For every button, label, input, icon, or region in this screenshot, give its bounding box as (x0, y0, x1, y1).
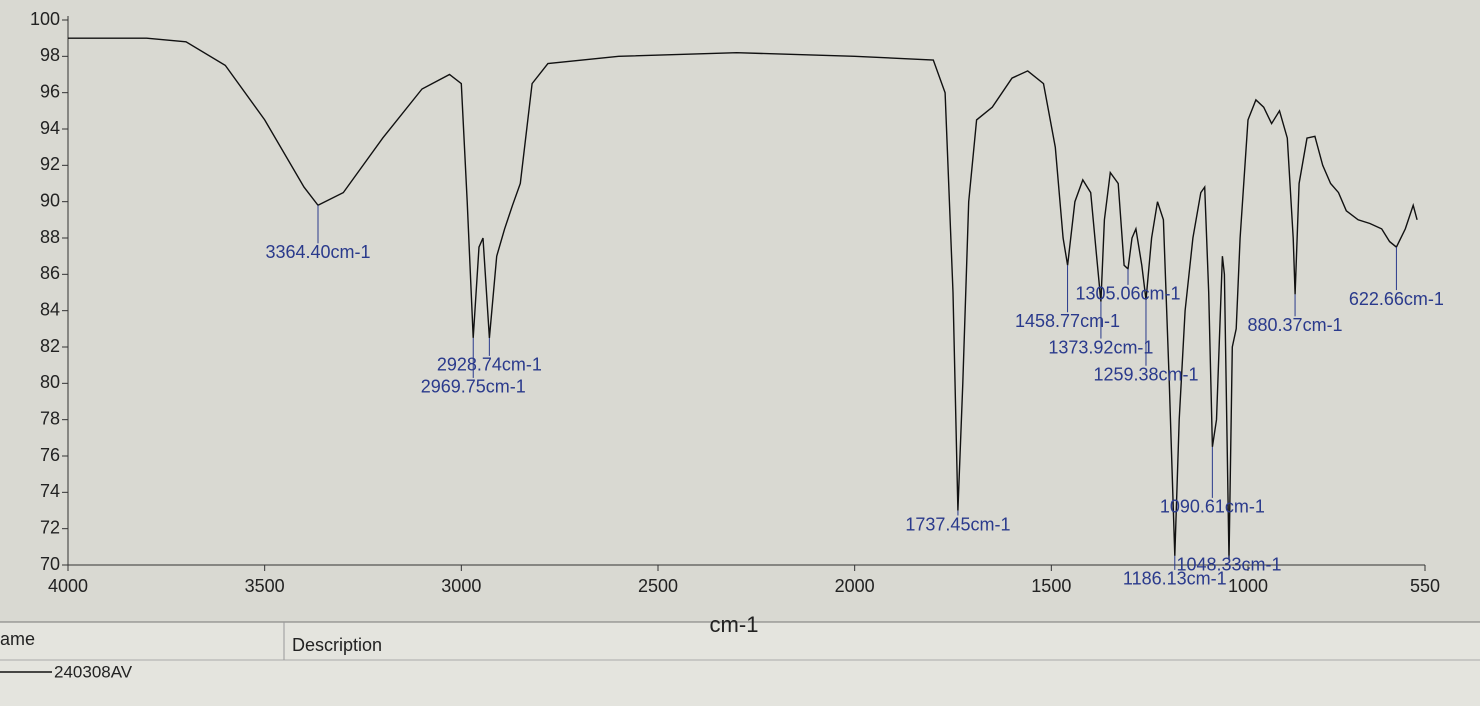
x-tick-label: 550 (1410, 576, 1440, 596)
x-tick-label: 1500 (1031, 576, 1071, 596)
x-tick-label: 1000 (1228, 576, 1268, 596)
legend-column-header: ame (0, 629, 35, 649)
y-tick-label: 90 (40, 190, 60, 210)
peak-label: 1090.61cm-1 (1160, 497, 1265, 517)
peak-label: 1305.06cm-1 (1075, 284, 1180, 304)
peak-label: 1373.92cm-1 (1048, 337, 1153, 357)
y-tick-label: 96 (40, 81, 60, 101)
y-tick-label: 86 (40, 263, 60, 283)
y-tick-label: 100 (30, 9, 60, 29)
peak-label: 2969.75cm-1 (421, 377, 526, 397)
y-tick-label: 94 (40, 118, 60, 138)
peak-label: 880.37cm-1 (1248, 315, 1343, 335)
peak-label: 1458.77cm-1 (1015, 311, 1120, 331)
y-tick-label: 88 (40, 227, 60, 247)
y-tick-label: 82 (40, 336, 60, 356)
peak-label: 1048.33cm-1 (1176, 554, 1281, 574)
y-tick-label: 78 (40, 408, 60, 428)
peak-label: 1737.45cm-1 (905, 514, 1010, 534)
peak-label: 1259.38cm-1 (1093, 365, 1198, 385)
peak-label: 622.66cm-1 (1349, 289, 1444, 309)
peak-label: 1186.13cm-1 (1123, 569, 1227, 589)
legend-column-header: Description (292, 635, 382, 655)
peak-label: 2928.74cm-1 (437, 355, 542, 375)
legend-label: 240308AV (54, 662, 133, 681)
x-tick-label: 2000 (835, 576, 875, 596)
y-tick-label: 72 (40, 517, 60, 537)
x-tick-label: 2500 (638, 576, 678, 596)
x-tick-label: 4000 (48, 576, 88, 596)
x-tick-label: 3000 (441, 576, 481, 596)
y-tick-label: 70 (40, 554, 60, 574)
y-tick-label: 80 (40, 372, 60, 392)
spectrum-line (68, 37, 1418, 560)
y-tick-label: 84 (40, 299, 60, 319)
y-tick-label: 76 (40, 445, 60, 465)
peak-label: 3364.40cm-1 (265, 242, 370, 262)
legend-panel (0, 622, 1480, 706)
y-tick-label: 98 (40, 45, 60, 65)
y-tick-label: 74 (40, 481, 60, 501)
y-tick-label: 92 (40, 154, 60, 174)
x-tick-label: 3500 (245, 576, 285, 596)
x-axis-label: cm-1 (710, 612, 759, 637)
